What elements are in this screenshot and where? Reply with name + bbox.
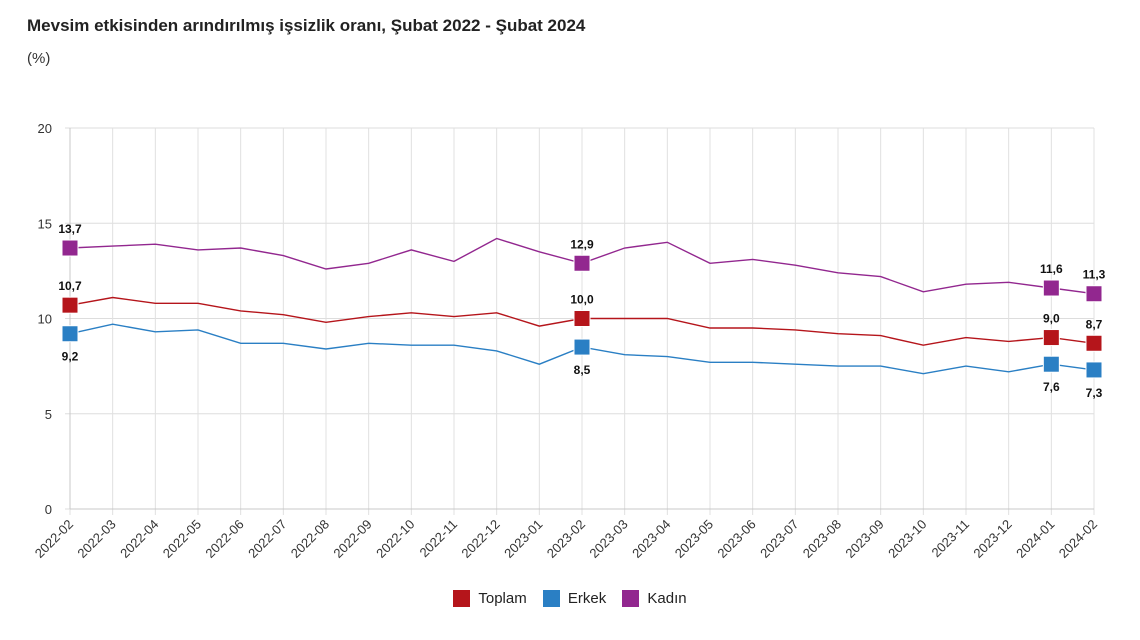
y-tick-label: 0: [45, 502, 52, 517]
y-tick-label: 15: [38, 216, 52, 231]
legend-swatch-toplam: [453, 590, 471, 607]
chart-subtitle: (%): [27, 50, 51, 67]
x-tick-label: 2022-04: [117, 517, 161, 561]
chart-title: Mevsim etkisinden arındırılmış işsizlik …: [27, 16, 586, 35]
x-tick-label: 2022-08: [288, 517, 332, 561]
x-tick-label: 2023-04: [629, 517, 673, 561]
x-tick-label: 2023-07: [757, 517, 801, 561]
marker-toplam: [573, 310, 591, 327]
x-axis-ticks: 2022-022022-032022-042022-052022-062022-…: [32, 517, 1100, 561]
x-tick-label: 2023-06: [714, 517, 758, 561]
legend-label-toplam: Toplam: [478, 590, 527, 607]
data-label: 8,7: [1086, 317, 1103, 331]
marker-erkek: [573, 338, 591, 356]
y-axis-ticks: 0 5 10 15 20: [38, 121, 52, 517]
x-tick-label: 2022-10: [373, 517, 417, 561]
y-tick-label: 5: [45, 407, 52, 422]
marker-toplam: [61, 296, 79, 314]
y-tick-label: 20: [38, 121, 52, 136]
x-tick-label: 2023-11: [928, 517, 972, 561]
x-tick-label: 2024-02: [1056, 517, 1100, 561]
marker-erkek: [1042, 355, 1060, 373]
data-label: 9,0: [1043, 312, 1060, 326]
x-tick-label: 2023-08: [800, 517, 844, 561]
x-tick-label: 2022-12: [458, 517, 502, 561]
x-tick-label: 2023-10: [885, 517, 929, 561]
x-tick-label: 2023-03: [586, 517, 630, 561]
x-tick-label: 2022-06: [202, 517, 246, 561]
marker-erkek: [61, 325, 79, 343]
legend: Toplam Erkek Kadın: [0, 590, 1140, 611]
data-label: 7,3: [1086, 386, 1103, 400]
data-label: 7,6: [1043, 380, 1060, 394]
x-tick-label: 2022-09: [330, 517, 374, 561]
legend-item-kadin[interactable]: Kadın: [622, 590, 687, 607]
data-label: 8,5: [574, 363, 591, 377]
data-labels: 13,7 10,7 9,2 12,9 10,0 8,5 11,6 9,0 7,6 11,3 8,7 7…: [58, 222, 1105, 400]
legend-label-erkek: Erkek: [567, 590, 607, 607]
data-label: 12,9: [570, 237, 594, 251]
data-label: 9,2: [62, 350, 79, 364]
marker-kadın: [573, 254, 591, 272]
legend-swatch-kadin: [622, 590, 640, 607]
x-tick-label: 2022-07: [245, 517, 289, 561]
y-tick-label: 10: [38, 312, 52, 327]
x-tick-label: 2022-05: [160, 517, 204, 561]
marker-toplam: [1042, 329, 1060, 347]
marker-kadın: [1042, 279, 1060, 297]
data-label: 10,0: [570, 293, 594, 307]
x-tick-label: 2023-12: [970, 517, 1014, 561]
x-tick-label: 2022-02: [32, 517, 76, 561]
x-tick-label: 2023-05: [672, 517, 716, 561]
data-label: 11,3: [1083, 268, 1106, 282]
data-label: 13,7: [58, 222, 82, 236]
marker-erkek: [1085, 361, 1103, 379]
legend-label-kadin: Kadın: [647, 590, 687, 607]
series-markers: [61, 239, 1103, 379]
legend-item-erkek[interactable]: Erkek: [542, 590, 607, 607]
x-tick-label: 2023-01: [501, 517, 545, 561]
x-tick-label: 2022-11: [416, 517, 460, 561]
legend-swatch-erkek: [542, 590, 560, 607]
data-label: 10,7: [58, 279, 82, 293]
x-tick-label: 2023-02: [544, 517, 588, 561]
data-label: 11,6: [1040, 262, 1063, 276]
marker-toplam: [1085, 334, 1103, 352]
x-tick-label: 2023-09: [842, 517, 886, 561]
grid: [65, 127, 1095, 515]
marker-kadın: [1085, 285, 1103, 303]
x-tick-label: 2022-03: [74, 517, 118, 561]
legend-item-toplam[interactable]: Toplam: [453, 590, 527, 607]
marker-kadın: [61, 239, 79, 257]
x-tick-label: 2024-01: [1013, 517, 1057, 561]
